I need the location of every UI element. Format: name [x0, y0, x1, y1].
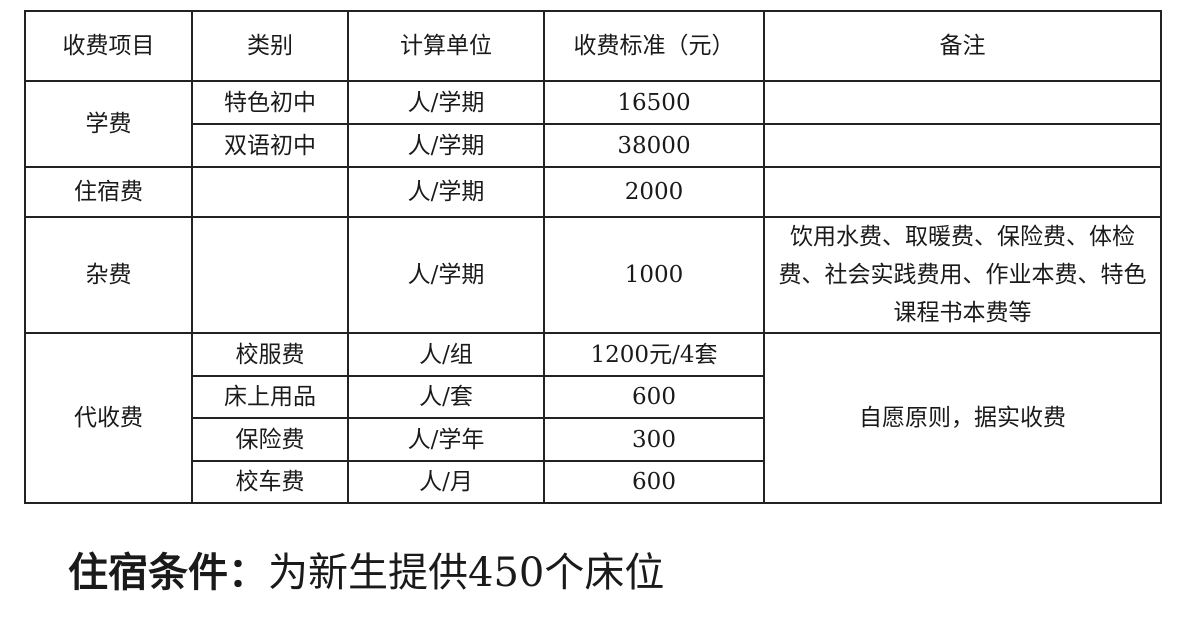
fee-table: 收费项目 类别 计算单位 收费标准（元） 备注 学费 特色初中 人/学期 165… [24, 10, 1162, 504]
unit-cell: 人/学期 [347, 216, 545, 334]
table-row: 学费 特色初中 人/学期 16500 [24, 80, 1162, 168]
header-cell: 收费标准（元） [543, 10, 765, 82]
fee-cell: 600 [543, 460, 765, 504]
header-cell: 计算单位 [347, 10, 545, 82]
boarding-conditions-text: 为新生提供450个床位 [268, 550, 665, 596]
header-cell: 类别 [191, 10, 349, 82]
category-cell: 校车费 [191, 460, 349, 504]
item-cell: 代收费 [24, 332, 193, 504]
unit-cell: 人/组 [347, 332, 545, 377]
note-cell: 自愿原则，据实收费 [763, 332, 1162, 504]
category-cell [191, 166, 349, 218]
unit-cell: 人/学期 [347, 123, 545, 168]
category-cell: 保险费 [191, 417, 349, 462]
table-row: 代收费 校服费 人/组 1200元/4套 自愿原则，据实收费 [24, 332, 1162, 504]
unit-cell: 人/学年 [347, 417, 545, 462]
fee-cell: 1000 [543, 216, 765, 334]
fee-cell: 300 [543, 417, 765, 462]
fee-cell: 2000 [543, 166, 765, 218]
unit-cell: 人/学期 [347, 80, 545, 125]
header-row: 收费项目 类别 计算单位 收费标准（元） 备注 [24, 10, 1162, 82]
header-cell: 备注 [763, 10, 1162, 82]
note-cell: 饮用水费、取暖费、保险费、体检费、社会实践费用、作业本费、特色课程书本费等 [763, 216, 1162, 334]
category-cell: 双语初中 [191, 123, 349, 168]
fee-cell: 16500 [543, 80, 765, 125]
unit-cell: 人/月 [347, 460, 545, 504]
note-cell [763, 80, 1162, 125]
unit-cell: 人/套 [347, 375, 545, 419]
item-cell: 住宿费 [24, 166, 193, 218]
category-cell: 特色初中 [191, 80, 349, 125]
category-cell: 校服费 [191, 332, 349, 377]
item-cell: 杂费 [24, 216, 193, 334]
note-cell [763, 123, 1162, 168]
fee-cell: 38000 [543, 123, 765, 168]
boarding-conditions: 住宿条件：为新生提供450个床位 [68, 540, 664, 598]
category-cell: 床上用品 [191, 375, 349, 419]
boarding-conditions-label: 住宿条件： [68, 550, 268, 596]
fee-cell: 600 [543, 375, 765, 419]
table-row: 杂费 人/学期 1000 饮用水费、取暖费、保险费、体检费、社会实践费用、作业本… [24, 216, 1162, 334]
table-row: 床上用品 人/套 600 [25, 375, 1161, 419]
header-cell: 收费项目 [24, 10, 193, 82]
table-row: 校车费 人/月 600 [25, 460, 1161, 504]
table-row: 住宿费 人/学期 2000 [24, 166, 1162, 218]
item-cell: 学费 [24, 80, 193, 168]
note-cell [763, 166, 1162, 218]
table-row: 保险费 人/学年 300 [25, 417, 1161, 462]
unit-cell: 人/学期 [347, 166, 545, 218]
table-row: 双语初中 人/学期 38000 [25, 123, 1162, 168]
fee-cell: 1200元/4套 [543, 332, 765, 377]
category-cell [191, 216, 349, 334]
